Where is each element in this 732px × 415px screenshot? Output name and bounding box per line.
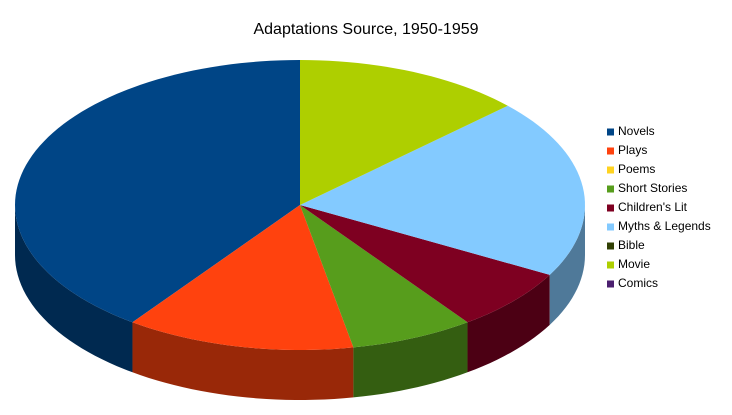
legend-swatch <box>607 185 614 193</box>
legend-label: Comics <box>618 276 658 290</box>
legend-swatch <box>607 223 614 231</box>
legend-swatch <box>607 128 614 136</box>
slice <box>300 105 585 275</box>
legend-swatch <box>607 242 614 250</box>
legend-label: Myths & Legends <box>618 219 711 233</box>
legend-label: Movie <box>618 257 650 271</box>
slice <box>15 60 300 323</box>
legend-label: Plays <box>618 143 647 157</box>
legend-swatch <box>607 166 614 174</box>
slice <box>300 205 550 323</box>
slice-side <box>467 274 550 373</box>
legend-swatch <box>607 280 614 288</box>
slice-side <box>15 205 133 373</box>
slice <box>300 60 508 205</box>
legend-label: Poems <box>618 162 655 176</box>
legend-label: Children's Lit <box>618 200 688 214</box>
slice <box>300 205 468 348</box>
slice-side <box>353 322 468 398</box>
slice-side <box>549 205 585 325</box>
chart-title: Adaptations Source, 1950-1959 <box>253 21 478 38</box>
legend-swatch <box>607 261 614 269</box>
legend-label: Novels <box>618 124 655 138</box>
slice-side <box>132 322 354 400</box>
slice <box>132 205 354 350</box>
legend-swatch <box>607 147 614 155</box>
legend-label: Bible <box>618 238 645 252</box>
legend-swatch <box>607 204 614 212</box>
legend-label: Short Stories <box>618 181 687 195</box>
